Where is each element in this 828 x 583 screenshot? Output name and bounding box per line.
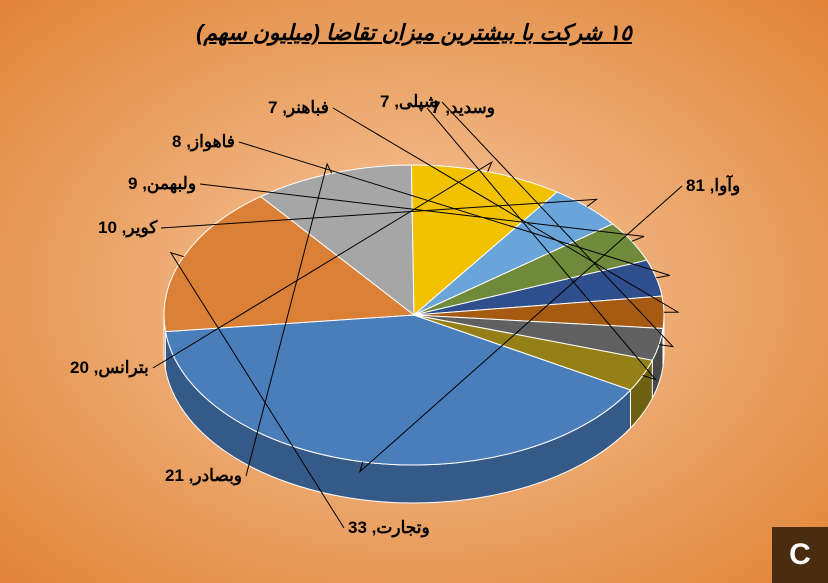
slice-label: وآوا, 81 (686, 176, 740, 196)
pie-chart (0, 0, 828, 583)
slice-label: بترانس, 20 (70, 358, 149, 378)
slice-label: کویر, 10 (98, 218, 157, 238)
slice-label: وسدید, 7 (431, 98, 495, 118)
slice-label: وبصادر, 21 (165, 466, 242, 486)
brand-logo: C (772, 527, 828, 583)
brand-logo-glyph: C (789, 538, 811, 572)
slice-label: فباهنر, 7 (268, 98, 329, 118)
slice-label: وتجارت, 33 (348, 518, 430, 538)
slice-label: فاهواز, 8 (172, 132, 235, 152)
slice-label: ولبهمن, 9 (128, 174, 196, 194)
slice-label: شپلی, 7 (380, 92, 438, 112)
chart-container: ١٥ شرکت با بیشترین میزان تقاضا (میلیون س… (0, 0, 828, 583)
